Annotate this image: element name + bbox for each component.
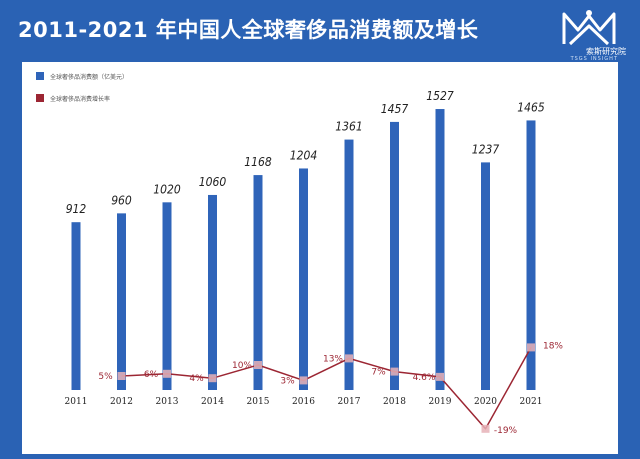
growth-label-2018: 7%	[371, 368, 386, 378]
growth-marker-2014	[208, 374, 217, 383]
bar-2017	[344, 139, 354, 390]
bar-value-label-2016: 1204	[290, 148, 318, 162]
x-tick-label-2011: 2011	[65, 397, 88, 407]
x-tick-label-2014: 2014	[201, 397, 224, 407]
bar-2018	[390, 121, 399, 391]
chart: 全球奢侈品消费额（亿美元） 全球奢侈品消费增长率 912 2011 960 2012 102…	[36, 72, 563, 436]
bar-2016	[299, 168, 308, 390]
bar-2012	[117, 213, 126, 390]
bar-value-label-2012: 960	[111, 193, 132, 207]
legend-swatch-line	[36, 94, 44, 102]
growth-label-2021: 18%	[543, 341, 563, 351]
chart-panel: 全球奢侈品消费额（亿美元） 全球奢侈品消费增长率 912 2011 960 2012 102…	[22, 62, 618, 454]
growth-line	[121, 347, 532, 430]
bar-2011	[71, 222, 81, 390]
growth-label-2013: 6%	[144, 370, 159, 380]
x-tick-label-2013: 2013	[156, 397, 179, 407]
growth-marker-2020	[481, 424, 490, 433]
bar-2015	[253, 175, 263, 390]
growth-marker-2016	[299, 376, 308, 385]
chart-title: 2011-2021 年中国人全球奢侈品消费额及增长	[18, 18, 479, 42]
growth-label-2017: 13%	[323, 354, 343, 364]
x-tick-label-2021: 2021	[520, 397, 543, 407]
x-tick-label-2012: 2012	[110, 397, 133, 407]
bar-value-label-2019: 1527	[426, 89, 454, 103]
logo-name: 索斯研究院	[586, 47, 626, 56]
growth-label-2012: 5%	[98, 372, 113, 382]
x-tick-label-2018: 2018	[383, 397, 406, 407]
legend-label-2: 全球奢侈品消费增长率	[50, 95, 110, 103]
x-tick-label-2016: 2016	[292, 397, 315, 407]
bar-2019	[435, 109, 445, 391]
bar-value-label-2013: 1020	[153, 182, 181, 196]
bar-value-label-2017: 1361	[335, 120, 362, 134]
growth-label-2020: -19%	[494, 426, 518, 436]
x-tick-label-2015: 2015	[247, 397, 270, 407]
legend-swatch-bar	[36, 72, 44, 80]
x-tick-label-2017: 2017	[338, 397, 361, 407]
bar-2014	[208, 194, 217, 390]
bar-value-label-2018: 1457	[381, 102, 409, 116]
growth-marker-2015	[254, 361, 262, 369]
growth-label-2014: 4%	[189, 374, 204, 384]
legend-label-1: 全球奢侈品消费额（亿美元）	[50, 73, 128, 81]
growth-label-2016: 3%	[280, 376, 295, 386]
x-tick-label-2020: 2020	[474, 397, 497, 407]
bar-value-label-2014: 1060	[199, 175, 227, 189]
bar-2013	[162, 202, 172, 390]
growth-marker-2013	[163, 369, 171, 378]
bar-value-label-2011: 912	[66, 202, 87, 216]
growth-label-2015: 10%	[232, 361, 252, 371]
bar-value-label-2021: 1465	[517, 100, 545, 114]
growth-marker-2021	[527, 343, 535, 352]
kaleidoscope-logo-icon	[562, 10, 616, 46]
growth-marker-2018	[390, 367, 399, 376]
growth-marker-2017	[345, 354, 353, 363]
bar-value-label-2015: 1168	[244, 155, 272, 169]
x-tick-label-2019: 2019	[429, 397, 452, 407]
growth-label-2019: 4.6%	[413, 373, 436, 383]
bar-value-label-2020: 1237	[472, 142, 500, 156]
bar-2020	[481, 162, 490, 390]
growth-marker-2019	[436, 372, 444, 381]
logo-subtitle: TSGS INSIGHT	[570, 56, 618, 62]
bar-2021	[526, 120, 536, 390]
growth-marker-2012	[117, 372, 126, 380]
